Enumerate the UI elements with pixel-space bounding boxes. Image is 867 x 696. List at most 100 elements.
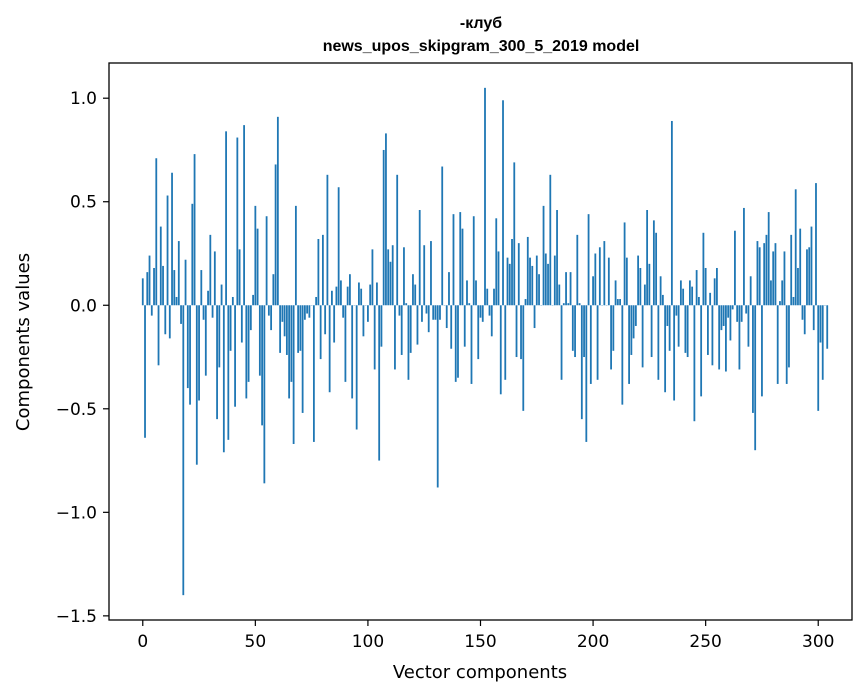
bar bbox=[333, 305, 336, 343]
bar bbox=[168, 305, 171, 339]
bar bbox=[193, 154, 196, 306]
bar bbox=[675, 305, 678, 316]
bar bbox=[684, 305, 687, 353]
bar bbox=[231, 296, 234, 306]
bar bbox=[243, 125, 245, 306]
bar bbox=[767, 212, 770, 306]
y-tick-label: 0.5 bbox=[70, 193, 97, 213]
bar bbox=[502, 100, 504, 306]
bar bbox=[463, 305, 466, 347]
bar bbox=[517, 243, 520, 306]
bar bbox=[177, 241, 180, 306]
bar bbox=[655, 232, 658, 306]
bar bbox=[294, 205, 297, 306]
bar bbox=[342, 305, 345, 318]
bar bbox=[308, 305, 311, 318]
bar bbox=[657, 305, 660, 380]
bar bbox=[317, 239, 320, 306]
bar bbox=[211, 305, 214, 318]
bar bbox=[547, 263, 549, 306]
bar bbox=[207, 290, 209, 306]
bar bbox=[175, 296, 178, 306]
bar bbox=[454, 305, 457, 382]
bar bbox=[526, 236, 529, 306]
bar bbox=[781, 280, 784, 306]
bar bbox=[542, 205, 545, 306]
bar bbox=[252, 294, 254, 306]
bar bbox=[351, 305, 354, 399]
bar bbox=[315, 296, 318, 306]
bar bbox=[533, 305, 536, 329]
bar bbox=[797, 267, 799, 306]
bar bbox=[261, 305, 263, 426]
bar bbox=[398, 305, 401, 316]
bar bbox=[249, 305, 252, 331]
bar bbox=[774, 243, 777, 306]
bar bbox=[389, 261, 392, 306]
bar bbox=[459, 212, 462, 306]
bar bbox=[729, 305, 732, 341]
bar bbox=[200, 270, 203, 306]
bar bbox=[504, 305, 507, 380]
bar bbox=[531, 265, 534, 306]
bar bbox=[625, 257, 628, 306]
bar bbox=[331, 290, 333, 306]
bars-group bbox=[141, 87, 829, 596]
bar bbox=[385, 133, 387, 306]
bar bbox=[191, 203, 194, 306]
bar bbox=[328, 305, 331, 393]
bar bbox=[481, 305, 484, 322]
bar bbox=[616, 299, 619, 306]
bar bbox=[743, 207, 745, 306]
bar bbox=[452, 214, 455, 306]
bar bbox=[596, 305, 599, 380]
bar bbox=[360, 288, 363, 306]
bar bbox=[306, 305, 309, 314]
bar bbox=[349, 274, 351, 306]
bar bbox=[707, 305, 709, 355]
bar bbox=[373, 305, 376, 370]
bar bbox=[396, 174, 399, 306]
bar bbox=[761, 305, 763, 397]
bar bbox=[567, 303, 570, 306]
bar bbox=[799, 228, 802, 306]
bar bbox=[182, 305, 185, 596]
bar bbox=[790, 234, 793, 306]
bar bbox=[535, 255, 538, 306]
bar bbox=[806, 249, 808, 306]
bar bbox=[736, 305, 739, 322]
bar bbox=[279, 305, 282, 353]
bar bbox=[423, 245, 426, 306]
bar bbox=[610, 305, 612, 370]
bar bbox=[470, 305, 473, 384]
bar bbox=[472, 216, 475, 306]
bar bbox=[628, 305, 630, 384]
bar bbox=[637, 255, 640, 306]
bar bbox=[772, 251, 775, 306]
bar bbox=[713, 278, 716, 306]
bar bbox=[524, 299, 527, 306]
bar bbox=[603, 241, 606, 306]
bar bbox=[441, 166, 444, 306]
bar bbox=[826, 305, 829, 349]
bar bbox=[623, 222, 626, 306]
bar bbox=[716, 267, 718, 306]
bar bbox=[319, 305, 322, 360]
bar bbox=[576, 234, 579, 306]
bar bbox=[144, 305, 146, 438]
bar bbox=[274, 164, 277, 306]
bar bbox=[189, 305, 191, 405]
bar bbox=[792, 296, 795, 306]
bar bbox=[150, 305, 153, 316]
bar bbox=[321, 234, 324, 306]
bar bbox=[171, 172, 173, 306]
y-tick-label: −0.5 bbox=[56, 400, 97, 420]
bar bbox=[639, 267, 642, 306]
bar bbox=[362, 305, 365, 337]
bar bbox=[159, 226, 162, 306]
bar bbox=[621, 305, 624, 405]
bar bbox=[412, 274, 414, 306]
bar bbox=[722, 305, 725, 326]
